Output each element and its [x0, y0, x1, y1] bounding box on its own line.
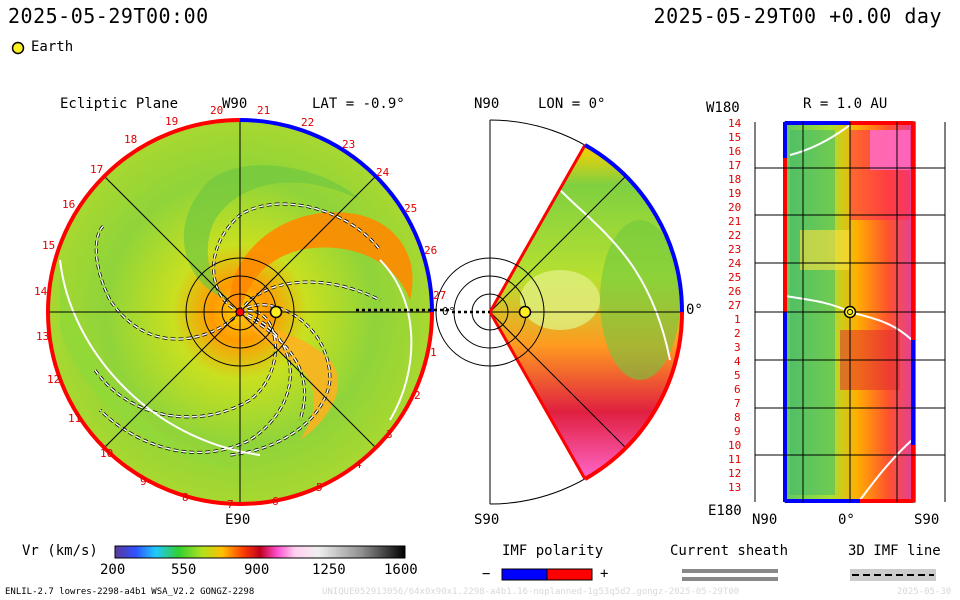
- ecl-clock-3: 3: [386, 428, 393, 441]
- syn-y-4: 4: [734, 355, 741, 368]
- earth-meridional-icon: [518, 305, 532, 319]
- ecl-clock-25: 25: [404, 202, 418, 215]
- syn-y-20: 20: [728, 201, 742, 214]
- syn-y-7: 7: [734, 397, 741, 410]
- ecliptic-plane-plot: [46, 118, 452, 506]
- ecl-clock-23: 23: [342, 138, 356, 151]
- ecliptic-top-label: W90: [222, 96, 248, 112]
- syn-y-19: 19: [728, 187, 742, 200]
- vr-colorbar: [114, 545, 406, 559]
- syn-y-25: 25: [728, 271, 742, 284]
- meridional-plane-plot: [435, 119, 685, 505]
- ecl-clock-10: 10: [100, 447, 114, 460]
- syn-y-6: 6: [734, 383, 741, 396]
- syn-y-26: 26: [728, 285, 742, 298]
- syn-y-2: 2: [734, 327, 741, 340]
- ecl-clock-5: 5: [316, 481, 323, 494]
- syn-y-3: 3: [734, 341, 741, 354]
- ecl-clock-14: 14: [34, 285, 48, 298]
- colorbar-tick-200: 200: [100, 562, 126, 578]
- model-info: ENLIL-2.7 lowres-2298-a4b1 WSA_V2.2 GONG…: [5, 587, 255, 597]
- colorbar-tick-1250: 1250: [312, 562, 346, 578]
- synoptic-x-label-0: 0°: [838, 512, 855, 528]
- syn-y-1: 1: [734, 313, 741, 326]
- ecliptic-right-label: 0°: [442, 305, 456, 318]
- ecl-clock-1: 1: [430, 346, 437, 359]
- earth-marker-icon: [11, 41, 25, 55]
- imf3d-swatch: [850, 569, 936, 581]
- ecl-clock-16: 16: [62, 198, 76, 211]
- colorbar-tick-550: 550: [171, 562, 197, 578]
- ecl-clock-26: 26: [424, 244, 438, 257]
- current-sheath-swatch: [682, 569, 778, 581]
- ecl-clock-15: 15: [42, 239, 56, 252]
- ecl-clock-9: 9: [140, 475, 147, 488]
- ecl-clock-21: 21: [257, 104, 271, 117]
- earth-synoptic-icon: [843, 305, 857, 319]
- syn-y-10: 10: [728, 439, 742, 452]
- ecl-clock-17: 17: [90, 163, 104, 176]
- syn-y-17: 17: [728, 159, 742, 172]
- ecl-clock-20: 20: [210, 104, 224, 117]
- ecl-clock-2: 2: [414, 389, 421, 402]
- run-info: UNIQUE052913056/64x0x90x1.2298-a4b1.16-n…: [322, 587, 740, 597]
- syn-y-9: 9: [734, 425, 741, 438]
- syn-y-13: 13: [728, 481, 742, 494]
- synoptic-r-label: R = 1.0 AU: [803, 96, 888, 112]
- meridional-lon-label: LON = 0°: [538, 96, 606, 112]
- run-date: 2025-05-30: [897, 587, 952, 597]
- meridional-right-label: 0°: [686, 302, 703, 318]
- syn-y-15: 15: [728, 131, 742, 144]
- imf-plus-label: +: [600, 566, 609, 582]
- ecliptic-bottom-label: E90: [225, 512, 251, 528]
- syn-y-23: 23: [728, 243, 742, 256]
- synoptic-x-label-n90: N90: [752, 512, 778, 528]
- syn-y-12: 12: [728, 467, 742, 480]
- syn-y-5: 5: [734, 369, 741, 382]
- syn-y-24: 24: [728, 257, 742, 270]
- imf-polarity-title: IMF polarity: [502, 543, 604, 559]
- ecl-clock-18: 18: [124, 133, 138, 146]
- syn-y-18: 18: [728, 173, 742, 186]
- synoptic-top-left-label: W180: [706, 100, 740, 116]
- ecl-clock-8: 8: [182, 491, 189, 504]
- colorbar-tick-1600: 1600: [384, 562, 418, 578]
- date-left: 2025-05-29T00:00: [8, 4, 209, 28]
- ecliptic-lat-label: LAT = -0.9°: [312, 96, 405, 112]
- syn-y-16: 16: [728, 145, 742, 158]
- ecl-clock-11: 11: [68, 412, 82, 425]
- ecl-clock-6: 6: [272, 495, 279, 508]
- synoptic-x-label-s90: S90: [914, 512, 940, 528]
- earth-legend-label: Earth: [31, 39, 74, 55]
- imf3d-title: 3D IMF line: [848, 543, 941, 559]
- ecl-clock-7: 7: [227, 498, 234, 511]
- colorbar-label: Vr (km/s): [22, 543, 98, 559]
- syn-y-27: 27: [728, 299, 742, 312]
- meridional-bottom-label: S90: [474, 512, 500, 528]
- ecl-clock-19: 19: [165, 115, 179, 128]
- ecliptic-title: Ecliptic Plane: [60, 96, 179, 112]
- colorbar-tick-900: 900: [244, 562, 270, 578]
- synoptic-bottom-left-label: E180: [708, 503, 742, 519]
- imf-minus-label: −: [482, 566, 491, 582]
- ecl-clock-27: 27: [433, 289, 447, 302]
- ecl-clock-13: 13: [36, 330, 50, 343]
- syn-y-11: 11: [728, 453, 742, 466]
- ecl-clock-12: 12: [47, 373, 61, 386]
- ecl-clock-4: 4: [355, 458, 362, 471]
- ecl-clock-24: 24: [376, 166, 390, 179]
- syn-y-22: 22: [728, 229, 742, 242]
- syn-y-14: 14: [728, 117, 742, 130]
- current-sheath-title: Current sheath: [670, 543, 789, 559]
- synoptic-map-plot: [754, 121, 946, 503]
- date-right: 2025-05-29T00 +0.00 day: [653, 4, 942, 28]
- imf-polarity-bar: [501, 568, 593, 581]
- meridional-top-label: N90: [474, 96, 500, 112]
- syn-y-8: 8: [734, 411, 741, 424]
- syn-y-21: 21: [728, 215, 742, 228]
- earth-ecliptic-icon: [269, 305, 283, 319]
- ecl-clock-22: 22: [301, 116, 315, 129]
